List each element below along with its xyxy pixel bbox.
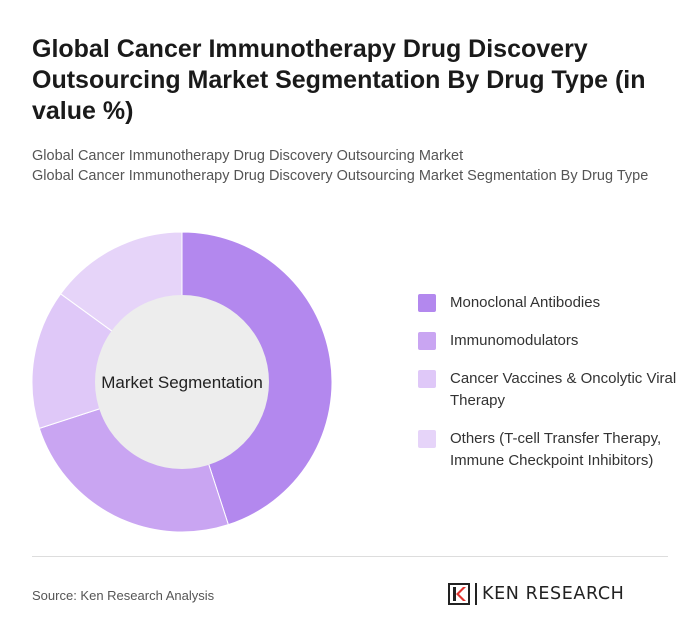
chart-legend: Monoclonal Antibodies Immunomodulators Can…: [418, 292, 688, 488]
legend-swatch: [418, 370, 436, 388]
donut-center-label: Market Segmentation: [101, 373, 263, 392]
legend-label: Immunomodulators: [450, 332, 579, 349]
legend-item-4: Others (T-cell Transfer Therapy, Immune …: [418, 428, 688, 472]
legend-swatch: [418, 430, 436, 448]
legend-label: Cancer Vaccines & Oncolytic Viral Therap…: [450, 370, 677, 409]
donut-chart-svg: Market Segmentation: [31, 231, 333, 533]
ken-research-logo: KEN RESEARCH: [447, 581, 624, 607]
footer-divider: [32, 556, 668, 557]
donut-center: [95, 295, 269, 469]
donut-chart: Market Segmentation: [30, 230, 334, 534]
legend-label: Monoclonal Antibodies: [450, 294, 601, 311]
chart-subtitle: Global Cancer Immunotherapy Drug Discove…: [32, 146, 672, 186]
source-note: Source: Ken Research Analysis: [32, 588, 215, 603]
legend-item-1: Monoclonal Antibodies: [418, 292, 688, 314]
logo-separator: [475, 583, 477, 605]
legend-swatch: [418, 294, 436, 312]
logo-text: KEN RESEARCH: [482, 584, 625, 604]
chart-title: Global Cancer Immunotherapy Drug Discove…: [32, 35, 646, 125]
legend-item-2: Immunomodulators: [418, 330, 688, 352]
legend-swatch: [418, 332, 436, 350]
legend-item-3: Cancer Vaccines & Oncolytic Viral Therap…: [418, 368, 688, 412]
subtitle-line-1: Global Cancer Immunotherapy Drug Discove…: [32, 148, 464, 164]
subtitle-line-2: Global Cancer Immunotherapy Drug Discove…: [32, 168, 649, 184]
legend-label: Others (T-cell Transfer Therapy, Immune …: [450, 430, 662, 469]
ken-research-logo-icon: [448, 583, 470, 605]
